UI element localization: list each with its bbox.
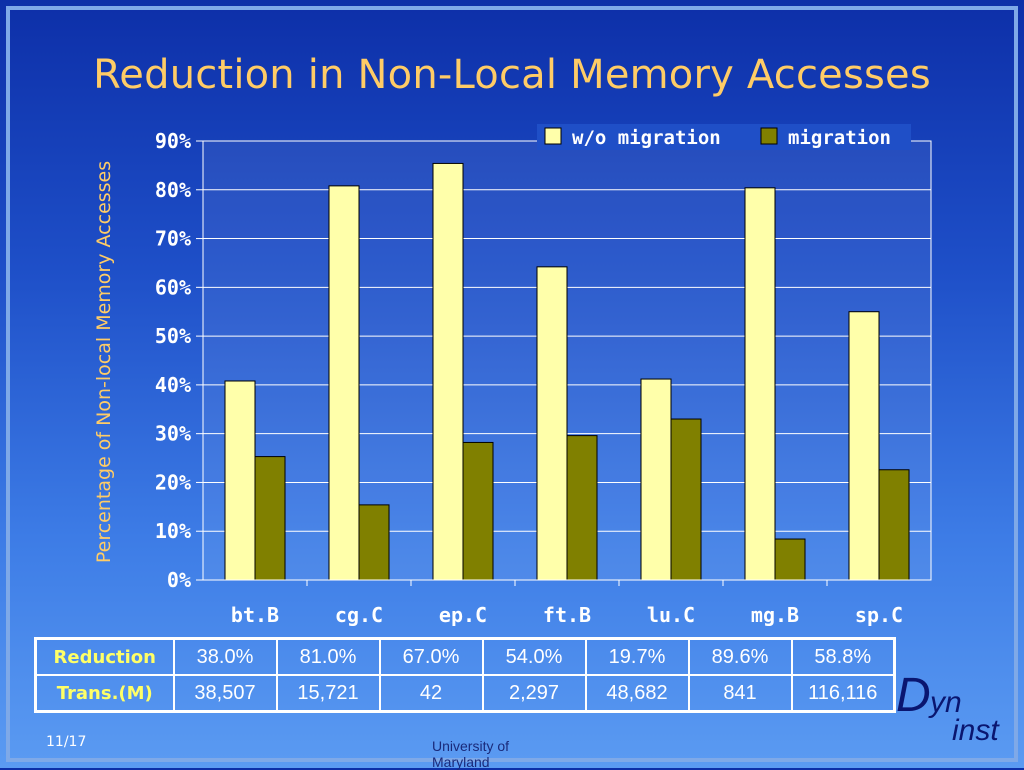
slide-number: 11/17	[46, 734, 87, 750]
dyninst-logo: D yn inst	[896, 672, 1008, 756]
bar-migration-sp-c	[878, 469, 910, 581]
y-tick-label: 90%	[155, 129, 191, 153]
table-cell: 81.0%	[275, 637, 381, 676]
bar-migration-bt-b	[254, 456, 286, 581]
bar-wo-migration-ep-c	[432, 162, 464, 581]
table-cell: 841	[687, 674, 793, 713]
y-tick-label: 10%	[155, 519, 191, 543]
bar-chart: 0% 10% 20% 30% 40% 50% 60% 70% 80% 90% bt.B cg.C ep…	[93, 124, 931, 627]
stats-table: Reduction 38.0% 81.0% 67.0% 54.0% 19.7% …	[34, 637, 896, 713]
x-category-label: mg.B	[751, 603, 799, 627]
table-cell: 89.6%	[687, 637, 793, 676]
table-cell: 38.0%	[172, 637, 278, 676]
y-tick-label: 30%	[155, 422, 191, 446]
x-category-label: lu.C	[647, 603, 695, 627]
bar-wo-migration-lu-c	[640, 378, 672, 581]
table-cell: 116,116	[790, 674, 896, 713]
y-tick-label: 50%	[155, 324, 191, 348]
table-cell: 48,682	[584, 674, 690, 713]
legend: w/o migration migration	[537, 124, 911, 150]
row-header-reduction: Reduction	[34, 637, 175, 676]
bar-migration-ft-b	[566, 435, 598, 581]
legend-label-migration: migration	[788, 127, 891, 149]
bar-migration-cg-c	[358, 504, 390, 581]
y-tick-label: 40%	[155, 373, 191, 397]
table-cell: 42	[378, 674, 484, 713]
bar-wo-migration-bt-b	[224, 380, 256, 581]
table-row-trans: Trans.(M) 38,507 15,721 42 2,297 48,682 …	[34, 674, 896, 713]
y-axis: 0% 10% 20% 30% 40% 50% 60% 70% 80% 90%	[155, 129, 204, 592]
row-header-trans: Trans.(M)	[34, 674, 175, 713]
y-tick-label: 0%	[167, 568, 191, 592]
y-tick-label: 20%	[155, 470, 191, 494]
table-cell: 19.7%	[584, 637, 690, 676]
bar-wo-migration-ft-b	[536, 266, 568, 581]
x-category-label: cg.C	[335, 603, 383, 627]
legend-swatch-wo-migration	[544, 127, 562, 145]
x-category-label: ft.B	[543, 603, 591, 627]
table-row-reduction: Reduction 38.0% 81.0% 67.0% 54.0% 19.7% …	[34, 637, 896, 676]
y-tick-label: 60%	[155, 275, 191, 299]
x-category-label: ep.C	[439, 603, 487, 627]
bar-wo-migration-cg-c	[328, 185, 360, 581]
table-cell: 2,297	[481, 674, 587, 713]
y-axis-label: Percentage of Non-local Memory Accesses	[93, 161, 115, 563]
logo-text-yn: yn	[930, 686, 962, 719]
table-cell: 67.0%	[378, 637, 484, 676]
slide-title: Reduction in Non-Local Memory Accesses	[93, 52, 931, 98]
logo-text-inst: inst	[952, 714, 999, 747]
legend-label-wo-migration: w/o migration	[572, 127, 721, 149]
table-cell: 38,507	[172, 674, 278, 713]
legend-swatch-migration	[760, 127, 778, 145]
y-tick-label: 80%	[155, 178, 191, 202]
x-axis: bt.B cg.C ep.C ft.B lu.C mg.B sp.C	[203, 579, 931, 627]
logo-letter-d: D	[896, 669, 931, 722]
bar-migration-lu-c	[670, 418, 702, 581]
x-category-label: sp.C	[855, 603, 903, 627]
table-cell: 15,721	[275, 674, 381, 713]
table-cell: 58.8%	[790, 637, 896, 676]
table-cell: 54.0%	[481, 637, 587, 676]
y-tick-label: 70%	[155, 227, 191, 251]
bar-migration-ep-c	[462, 441, 494, 581]
bar-migration-mg-b	[774, 538, 806, 581]
bar-wo-migration-mg-b	[744, 187, 776, 581]
legend-background	[537, 124, 911, 150]
footer-text: University of Maryland	[432, 738, 510, 770]
bar-wo-migration-sp-c	[848, 311, 880, 581]
x-category-label: bt.B	[231, 603, 279, 627]
